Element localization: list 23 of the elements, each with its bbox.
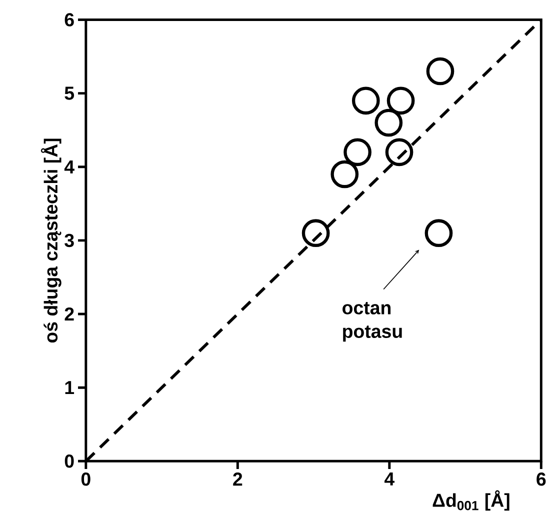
y-tick-label: 6: [64, 13, 74, 26]
x-tick-label: 2: [233, 472, 242, 486]
y-tick-label: 0: [64, 454, 74, 468]
y-tick-label: 1: [65, 381, 74, 394]
point: [424, 219, 453, 247]
point: [302, 219, 330, 247]
point: [344, 138, 372, 166]
y-tick-label: 4: [64, 160, 74, 174]
annotation: octan potasu: [342, 302, 402, 342]
point: [426, 57, 454, 86]
y-tick-label: 3: [64, 234, 74, 247]
y-axis-title: oś długa cząsteczki [Å]: [40, 138, 62, 342]
x-axis-title: Δd$_{001}$ [Å]: [432, 490, 510, 511]
x-tick-label: 6: [536, 472, 546, 486]
point: [352, 86, 380, 114]
point: [374, 108, 403, 137]
y-tick-label: 5: [64, 86, 74, 100]
x-tick-label: 4: [384, 472, 394, 486]
point: [386, 86, 415, 114]
y-tick-label: 2: [64, 307, 74, 320]
x-tick-label: 0: [81, 472, 90, 486]
point: [385, 138, 414, 166]
point: [330, 160, 359, 188]
